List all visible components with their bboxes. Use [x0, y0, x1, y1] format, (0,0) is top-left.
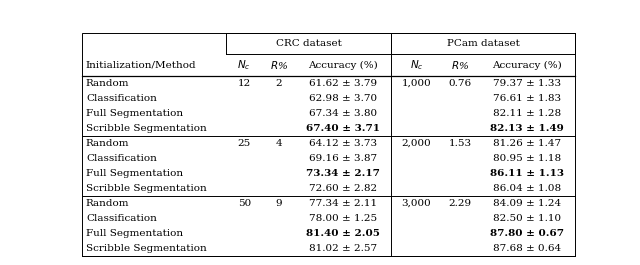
Text: Full Segmentation: Full Segmentation	[86, 169, 183, 178]
Text: Random: Random	[86, 139, 129, 148]
Text: 1.53: 1.53	[449, 139, 472, 148]
Text: 84.09 ± 1.24: 84.09 ± 1.24	[493, 199, 561, 208]
Text: 81.40 ± 2.05: 81.40 ± 2.05	[306, 229, 380, 238]
Text: Accuracy (%): Accuracy (%)	[308, 60, 378, 69]
Text: 64.12 ± 3.73: 64.12 ± 3.73	[309, 139, 377, 148]
Text: 81.26 ± 1.47: 81.26 ± 1.47	[493, 139, 561, 148]
Text: 4: 4	[275, 139, 282, 148]
Text: 50: 50	[237, 199, 251, 208]
Text: Scribble Segmentation: Scribble Segmentation	[86, 244, 207, 253]
Text: 81.02 ± 2.57: 81.02 ± 2.57	[309, 244, 377, 253]
Text: 82.13 ± 1.49: 82.13 ± 1.49	[490, 124, 563, 133]
Text: CRC dataset: CRC dataset	[276, 39, 342, 48]
Text: 82.50 ± 1.10: 82.50 ± 1.10	[493, 214, 561, 223]
Text: Full Segmentation: Full Segmentation	[86, 229, 183, 238]
Text: $N_c$: $N_c$	[237, 58, 251, 72]
Text: $N_c$: $N_c$	[410, 58, 423, 72]
Text: 80.95 ± 1.18: 80.95 ± 1.18	[493, 154, 561, 163]
Text: 0.76: 0.76	[449, 79, 472, 88]
Text: 69.16 ± 3.87: 69.16 ± 3.87	[309, 154, 377, 163]
Text: PCam dataset: PCam dataset	[447, 39, 520, 48]
Text: 87.80 ± 0.67: 87.80 ± 0.67	[490, 229, 564, 238]
Text: Accuracy (%): Accuracy (%)	[492, 60, 561, 69]
Text: $R$%: $R$%	[269, 59, 288, 71]
Text: Scribble Segmentation: Scribble Segmentation	[86, 184, 207, 193]
Text: 79.37 ± 1.33: 79.37 ± 1.33	[493, 79, 561, 88]
Text: Initialization/Method: Initialization/Method	[86, 60, 196, 69]
Text: 2,000: 2,000	[402, 139, 431, 148]
Text: Scribble Segmentation: Scribble Segmentation	[86, 124, 207, 133]
Text: Random: Random	[86, 79, 129, 88]
Text: 87.68 ± 0.64: 87.68 ± 0.64	[493, 244, 561, 253]
Text: 61.62 ± 3.79: 61.62 ± 3.79	[309, 79, 377, 88]
Text: 67.40 ± 3.71: 67.40 ± 3.71	[306, 124, 380, 133]
Text: Classification: Classification	[86, 94, 157, 103]
Text: 67.34 ± 3.80: 67.34 ± 3.80	[309, 109, 377, 118]
Text: Full Segmentation: Full Segmentation	[86, 109, 183, 118]
Text: 2: 2	[275, 79, 282, 88]
Text: 76.61 ± 1.83: 76.61 ± 1.83	[493, 94, 561, 103]
Text: 86.11 ± 1.13: 86.11 ± 1.13	[490, 169, 564, 178]
Text: 25: 25	[237, 139, 251, 148]
Text: 9: 9	[275, 199, 282, 208]
Text: 12: 12	[237, 79, 251, 88]
Text: $R$%: $R$%	[451, 59, 469, 71]
Text: 73.34 ± 2.17: 73.34 ± 2.17	[306, 169, 380, 178]
Text: Classification: Classification	[86, 154, 157, 163]
Text: 78.00 ± 1.25: 78.00 ± 1.25	[309, 214, 377, 223]
Text: 1,000: 1,000	[402, 79, 431, 88]
Text: 2.29: 2.29	[449, 199, 472, 208]
Text: 72.60 ± 2.82: 72.60 ± 2.82	[309, 184, 377, 193]
Text: 3,000: 3,000	[402, 199, 431, 208]
Text: 62.98 ± 3.70: 62.98 ± 3.70	[309, 94, 377, 103]
Text: Classification: Classification	[86, 214, 157, 223]
Text: 82.11 ± 1.28: 82.11 ± 1.28	[493, 109, 561, 118]
Text: 86.04 ± 1.08: 86.04 ± 1.08	[493, 184, 561, 193]
Text: Random: Random	[86, 199, 129, 208]
Text: 77.34 ± 2.11: 77.34 ± 2.11	[309, 199, 377, 208]
